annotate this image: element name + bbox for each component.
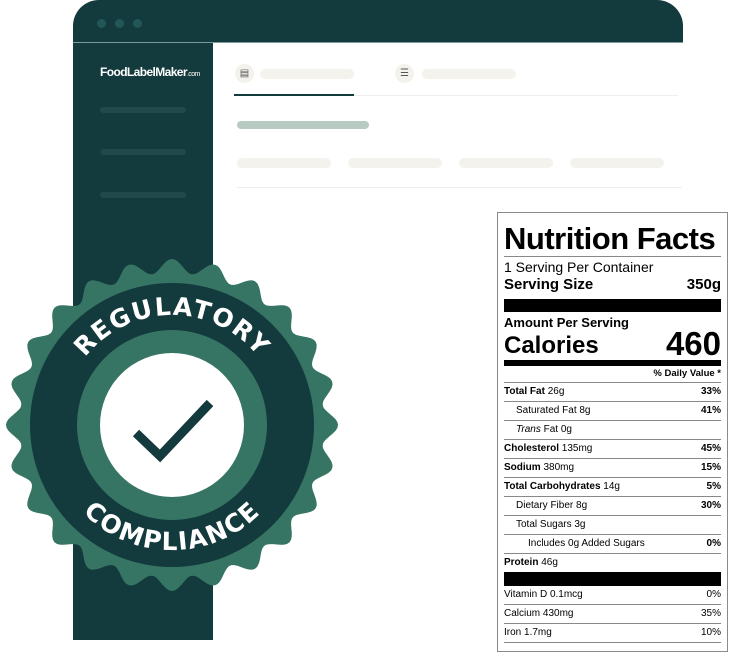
field-placeholder	[348, 158, 442, 168]
checkmark-icon	[132, 399, 214, 463]
window-dot-maximize[interactable]	[133, 19, 142, 28]
sliders-icon[interactable]: ☰	[395, 64, 414, 83]
badge-center	[100, 353, 244, 497]
regulatory-compliance-badge: REGULATORY COMPLIANCE	[6, 259, 338, 591]
tab-divider	[233, 95, 678, 96]
field-placeholder	[459, 158, 553, 168]
field-placeholder	[570, 158, 664, 168]
sidebar-item[interactable]	[100, 149, 186, 155]
active-tab-indicator	[234, 94, 354, 96]
nutrient-row: Total Fat 26g 33%	[504, 383, 721, 402]
window-dot-close[interactable]	[97, 19, 106, 28]
tab-label-placeholder[interactable]	[260, 69, 354, 79]
daily-value-header: % Daily Value *	[504, 366, 721, 383]
field-placeholder	[237, 158, 331, 168]
sidebar-item[interactable]	[100, 192, 186, 198]
nutrient-row: Dietary Fiber 8g 30%	[504, 497, 721, 516]
micronutrient-row: Iron 1.7mg 10%	[504, 624, 721, 643]
thick-rule	[504, 572, 721, 586]
sidebar-item[interactable]	[100, 107, 186, 113]
nutrient-row: Protein 46g	[504, 557, 558, 568]
nutrient-row: Total Sugars 3g	[504, 516, 721, 535]
nutrient-row: Cholesterol 135mg 45%	[504, 440, 721, 459]
amount-per-serving: Amount Per Serving	[504, 315, 629, 330]
tab-label-placeholder[interactable]	[422, 69, 516, 79]
calories: Calories 460	[504, 325, 721, 362]
content-divider	[237, 187, 682, 188]
serving-size: Serving Size 350g	[504, 276, 721, 293]
window-dot-minimize[interactable]	[115, 19, 124, 28]
heading-placeholder	[237, 121, 369, 129]
servings-per-container: 1 Serving Per Container	[504, 259, 654, 275]
thick-rule	[504, 299, 721, 312]
medium-rule	[504, 360, 721, 366]
nutrient-row: Trans Fat 0g	[504, 421, 721, 440]
micronutrient-row: Vitamin D 0.1mcg 0%	[504, 586, 721, 605]
logo: FoodLabelMaker.com	[100, 65, 200, 79]
nutrition-facts-label: Nutrition Facts 1 Serving Per Container …	[497, 212, 728, 652]
nutrition-label-icon[interactable]: ▤	[235, 64, 254, 83]
nutrient-row: Sodium 380mg 15%	[504, 459, 721, 478]
micronutrient-row: Calcium 430mg 35%	[504, 605, 721, 624]
title-bar	[73, 0, 683, 43]
nutrient-row: Saturated Fat 8g 41%	[504, 402, 721, 421]
nutrient-row: Total Carbohydrates 14g 5%	[504, 478, 721, 497]
nutrient-row: Includes 0g Added Sugars 0%	[504, 535, 721, 554]
label-title: Nutrition Facts	[504, 222, 721, 257]
